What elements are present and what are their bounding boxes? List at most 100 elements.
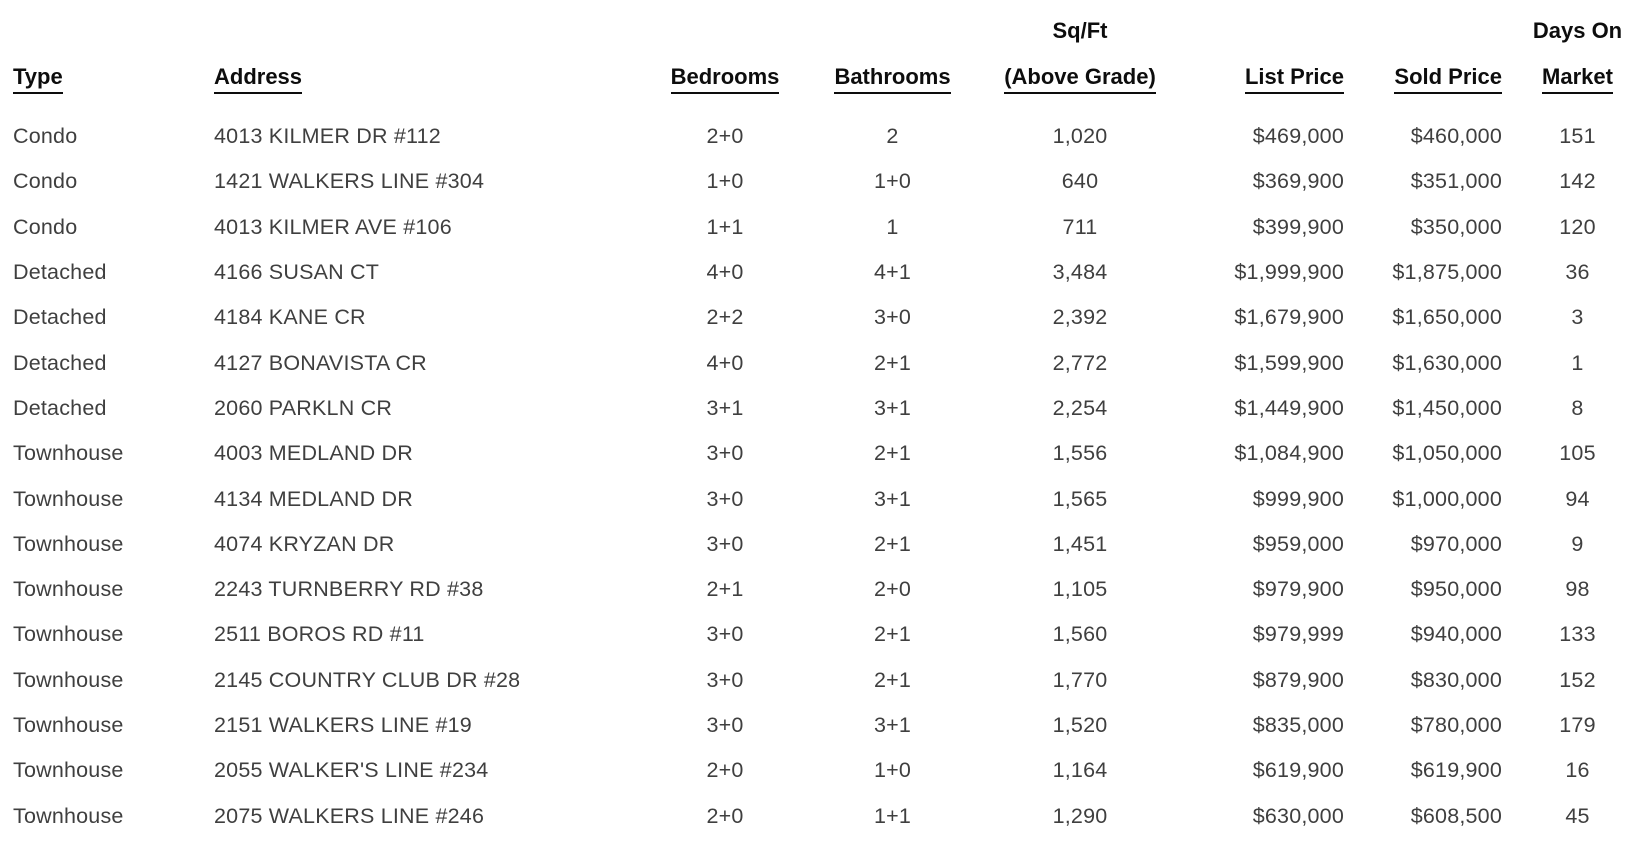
cell-address: 4074 KRYZAN DR [214,531,395,556]
cell-address: 4013 KILMER DR #112 [214,124,441,149]
cell-list-price: $399,900 [1252,214,1344,239]
cell-days-on-market: 152 [1559,667,1596,692]
cell-sold-price: $940,000 [1410,622,1502,647]
cell-sqft: 1,520 [1052,713,1108,737]
cell-days-on-market: 16 [1565,758,1590,783]
cell-list-price: $369,900 [1252,169,1344,194]
table-row: Townhouse 2151 WALKERS LINE #19 3+0 3+1 … [0,703,1650,748]
cell-sold-price: $1,650,000 [1392,305,1502,330]
cell-type: Townhouse [13,713,124,737]
header-line2: Market [1542,62,1613,94]
col-header-bathrooms: Bathrooms [820,0,965,114]
cell-days-on-market: 3 [1571,305,1584,330]
cell-type: Townhouse [13,441,124,466]
cell-sqft: 1,451 [1052,531,1108,556]
header-line2: Sold Price [1394,62,1502,94]
cell-days-on-market: 94 [1565,486,1590,511]
cell-sold-price: $1,630,000 [1392,350,1502,375]
cell-list-price: $1,449,900 [1234,395,1344,420]
cell-list-price: $979,900 [1252,577,1344,602]
cell-bathrooms: 3+1 [873,713,912,737]
table-body: Condo 4013 KILMER DR #112 2+0 2 1,020 $4… [0,114,1650,839]
table-row: Detached 4127 BONAVISTA CR 4+0 2+1 2,772… [0,340,1650,385]
col-header-days-on-market: Days On Market [1505,0,1650,114]
table-row: Condo 4013 KILMER DR #112 2+0 2 1,020 $4… [0,114,1650,159]
cell-type: Townhouse [13,667,124,692]
col-header-bedrooms: Bedrooms [630,0,820,114]
cell-bedrooms: 3+1 [706,395,744,420]
header-line1 [214,8,630,54]
cell-list-price: $999,900 [1252,486,1344,511]
cell-list-price: $959,000 [1252,531,1344,556]
cell-bathrooms: 2 [886,124,899,149]
cell-address: 4003 MEDLAND DR [214,441,413,466]
cell-sqft: 1,560 [1052,622,1108,647]
cell-days-on-market: 105 [1559,441,1596,466]
cell-sold-price: $950,000 [1410,577,1502,602]
cell-bedrooms: 2+0 [706,803,744,828]
header-line1 [1195,8,1344,54]
cell-type: Detached [13,350,107,375]
cell-days-on-market: 133 [1559,622,1596,647]
cell-days-on-market: 120 [1559,214,1596,239]
cell-bathrooms: 2+1 [873,622,912,647]
cell-list-price: $879,900 [1252,667,1344,692]
table-header: Type Address Bedrooms Bathrooms Sq/Ft (A… [0,0,1650,114]
cell-bedrooms: 2+0 [706,124,744,149]
header-line2: List Price [1244,62,1344,94]
cell-address: 2243 TURNBERRY RD #38 [214,577,484,602]
cell-type: Condo [13,214,78,239]
header-line1: Sq/Ft [1052,18,1108,43]
col-header-sold-price: Sold Price [1347,0,1505,114]
cell-list-price: $1,999,900 [1234,260,1344,285]
cell-bedrooms: 2+2 [706,305,744,330]
cell-bathrooms: 3+1 [873,395,912,420]
cell-list-price: $1,599,900 [1234,350,1344,375]
cell-type: Condo [13,169,78,194]
cell-type: Townhouse [13,531,124,556]
cell-sold-price: $780,000 [1410,713,1502,737]
cell-sqft: 1,565 [1052,486,1108,511]
cell-list-price: $1,084,900 [1234,441,1344,466]
cell-address: 2060 PARKLN CR [214,395,393,420]
cell-type: Detached [13,395,107,420]
cell-type: Detached [13,305,107,330]
cell-bedrooms: 1+0 [706,169,744,194]
table-row: Townhouse 4003 MEDLAND DR 3+0 2+1 1,556 … [0,431,1650,476]
cell-days-on-market: 45 [1565,803,1590,828]
cell-bathrooms: 2+0 [873,577,912,602]
cell-address: 2055 WALKER'S LINE #234 [214,758,489,783]
cell-bathrooms: 3+0 [873,305,912,330]
table-row: Townhouse 2145 COUNTRY CLUB DR #28 3+0 2… [0,658,1650,703]
cell-days-on-market: 98 [1565,577,1590,602]
table-row: Detached 4184 KANE CR 2+2 3+0 2,392 $1,6… [0,295,1650,340]
cell-bathrooms: 3+1 [873,486,912,511]
cell-days-on-market: 1 [1571,350,1584,375]
cell-sqft: 2,772 [1052,350,1108,375]
header-line1 [630,8,820,54]
table-row: Townhouse 4074 KRYZAN DR 3+0 2+1 1,451 $… [0,522,1650,567]
cell-sqft: 1,770 [1052,667,1108,692]
cell-address: 2151 WALKERS LINE #19 [214,713,472,737]
cell-days-on-market: 8 [1571,395,1584,420]
cell-bedrooms: 4+0 [706,260,744,285]
cell-address: 2511 BOROS RD #11 [214,622,425,647]
cell-address: 2075 WALKERS LINE #246 [214,803,485,828]
col-header-type: Type [0,0,200,114]
table-row: Townhouse 2055 WALKER'S LINE #234 2+0 1+… [0,748,1650,793]
col-header-list-price: List Price [1195,0,1347,114]
cell-days-on-market: 36 [1565,260,1590,285]
table-row: Condo 1421 WALKERS LINE #304 1+0 1+0 640… [0,159,1650,204]
cell-type: Detached [13,260,107,285]
cell-sold-price: $1,450,000 [1392,395,1502,420]
cell-bathrooms: 1+0 [873,758,912,783]
cell-bedrooms: 3+0 [706,486,744,511]
table-row: Townhouse 2075 WALKERS LINE #246 2+0 1+1… [0,793,1650,838]
cell-address: 4134 MEDLAND DR [214,486,413,511]
table-row: Condo 4013 KILMER AVE #106 1+1 1 711 $39… [0,205,1650,250]
cell-address: 1421 WALKERS LINE #304 [214,169,485,194]
cell-sqft: 3,484 [1052,260,1108,285]
cell-sqft: 1,290 [1052,803,1108,828]
cell-type: Townhouse [13,486,124,511]
